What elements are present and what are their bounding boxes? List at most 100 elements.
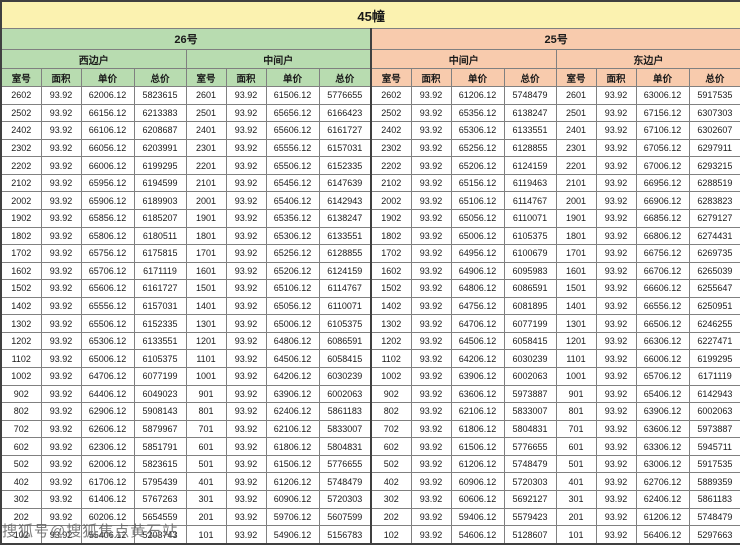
cell-area: 93.92 bbox=[225, 279, 267, 298]
cell-area: 93.92 bbox=[225, 191, 267, 210]
cell-area: 93.92 bbox=[225, 419, 267, 439]
cell-unit-price: 62906.12 bbox=[80, 402, 135, 421]
cell-unit-price: 60906.12 bbox=[450, 472, 505, 491]
cell-total-price: 6142943 bbox=[318, 191, 372, 210]
cell-area: 93.92 bbox=[225, 244, 267, 263]
cell-room: 101 bbox=[185, 525, 227, 545]
cell-area: 93.92 bbox=[225, 437, 267, 456]
cell-room: 202 bbox=[370, 507, 412, 527]
col-header-area: 面积 bbox=[225, 68, 267, 87]
cell-room: 1201 bbox=[185, 331, 227, 351]
cell-total-price: 6246255 bbox=[688, 314, 740, 333]
cell-unit-price: 65706.12 bbox=[635, 367, 690, 386]
cell-total-price: 6171119 bbox=[688, 367, 740, 386]
cell-room: 1402 bbox=[0, 296, 42, 316]
cell-unit-price: 66006.12 bbox=[80, 156, 135, 175]
cell-area: 93.92 bbox=[595, 261, 637, 281]
cell-area: 93.92 bbox=[40, 121, 82, 140]
cell-total-price: 6058415 bbox=[503, 331, 557, 351]
cell-area: 93.92 bbox=[410, 472, 452, 491]
table-row: 2502 93.92 66156.12 6213383 2501 93.92 65656.1… bbox=[0, 103, 740, 123]
cell-unit-price: 64206.12 bbox=[450, 349, 505, 368]
cell-room: 801 bbox=[555, 402, 597, 421]
cell-area: 93.92 bbox=[40, 86, 82, 105]
cell-total-price: 6297911 bbox=[688, 138, 740, 158]
cell-room: 1002 bbox=[370, 367, 412, 386]
cell-area: 93.92 bbox=[595, 296, 637, 316]
cell-room: 1701 bbox=[555, 244, 597, 263]
cell-room: 301 bbox=[185, 489, 227, 509]
cell-total-price: 5203743 bbox=[133, 525, 187, 545]
cell-total-price: 6128855 bbox=[503, 138, 557, 158]
cell-unit-price: 65556.12 bbox=[265, 138, 320, 158]
cell-area: 93.92 bbox=[595, 437, 637, 456]
cell-unit-price: 65106.12 bbox=[265, 279, 320, 298]
cell-area: 93.92 bbox=[595, 279, 637, 298]
cell-total-price: 6077199 bbox=[503, 314, 557, 333]
cell-room: 1401 bbox=[185, 296, 227, 316]
cell-area: 93.92 bbox=[225, 86, 267, 105]
cell-room: 1802 bbox=[370, 226, 412, 246]
cell-room: 901 bbox=[555, 384, 597, 404]
cell-room: 2202 bbox=[370, 156, 412, 175]
cell-total-price: 6086591 bbox=[318, 331, 372, 351]
cell-total-price: 5748479 bbox=[503, 454, 557, 474]
col-header-total-price: 总价 bbox=[503, 68, 557, 87]
cell-total-price: 5607599 bbox=[318, 507, 372, 527]
cell-area: 93.92 bbox=[595, 86, 637, 105]
cell-room: 1202 bbox=[370, 331, 412, 351]
cell-unit-price: 65456.12 bbox=[265, 173, 320, 193]
cell-room: 1502 bbox=[370, 279, 412, 298]
cell-room: 2402 bbox=[370, 121, 412, 140]
cell-unit-price: 62306.12 bbox=[80, 437, 135, 456]
cell-room: 101 bbox=[555, 525, 597, 545]
cell-total-price: 6307303 bbox=[688, 103, 740, 123]
cell-area: 93.92 bbox=[225, 173, 267, 193]
cell-unit-price: 65306.12 bbox=[450, 121, 505, 140]
cell-room: 1001 bbox=[555, 367, 597, 386]
cell-area: 93.92 bbox=[40, 489, 82, 509]
cell-area: 93.92 bbox=[595, 191, 637, 210]
cell-total-price: 6077199 bbox=[133, 367, 187, 386]
cell-total-price: 5128607 bbox=[503, 525, 557, 545]
cell-area: 93.92 bbox=[40, 331, 82, 351]
col-header-area: 面积 bbox=[410, 68, 452, 87]
cell-unit-price: 66106.12 bbox=[80, 121, 135, 140]
cell-room: 2502 bbox=[370, 103, 412, 123]
cell-area: 93.92 bbox=[410, 226, 452, 246]
table-row: 702 93.92 62606.12 5879967 701 93.92 62106.12 5… bbox=[0, 419, 740, 439]
cell-area: 93.92 bbox=[40, 191, 82, 210]
cell-unit-price: 65606.12 bbox=[80, 279, 135, 298]
cell-area: 93.92 bbox=[410, 402, 452, 421]
cell-room: 2102 bbox=[370, 173, 412, 193]
cell-unit-price: 65406.12 bbox=[265, 191, 320, 210]
cell-area: 93.92 bbox=[40, 226, 82, 246]
cell-unit-price: 65956.12 bbox=[80, 173, 135, 193]
cell-unit-price: 63906.12 bbox=[635, 402, 690, 421]
cell-room: 401 bbox=[555, 472, 597, 491]
table-row: 1302 93.92 65506.12 6152335 1301 93.92 65006.1… bbox=[0, 314, 740, 333]
cell-total-price: 6058415 bbox=[318, 349, 372, 368]
cell-area: 93.92 bbox=[410, 86, 452, 105]
cell-unit-price: 61206.12 bbox=[635, 507, 690, 527]
cell-total-price: 6105375 bbox=[318, 314, 372, 333]
cell-area: 93.92 bbox=[595, 489, 637, 509]
cell-room: 1301 bbox=[185, 314, 227, 333]
cell-unit-price: 66006.12 bbox=[635, 349, 690, 368]
cell-unit-price: 63606.12 bbox=[450, 384, 505, 404]
cell-total-price: 6081895 bbox=[503, 296, 557, 316]
cell-room: 2601 bbox=[555, 86, 597, 105]
cell-total-price: 6166423 bbox=[318, 103, 372, 123]
cell-total-price: 6171119 bbox=[133, 261, 187, 281]
cell-area: 93.92 bbox=[410, 489, 452, 509]
cell-total-price: 6185207 bbox=[133, 208, 187, 228]
cell-total-price: 6114767 bbox=[503, 191, 557, 210]
cell-total-price: 5861183 bbox=[318, 402, 372, 421]
cell-total-price: 6110071 bbox=[503, 208, 557, 228]
table-row: 1402 93.92 65556.12 6157031 1401 93.92 65056.1… bbox=[0, 296, 740, 316]
cell-room: 1502 bbox=[0, 279, 42, 298]
cell-unit-price: 62006.12 bbox=[80, 454, 135, 474]
cell-unit-price: 61206.12 bbox=[450, 454, 505, 474]
cell-total-price: 6180511 bbox=[133, 226, 187, 246]
